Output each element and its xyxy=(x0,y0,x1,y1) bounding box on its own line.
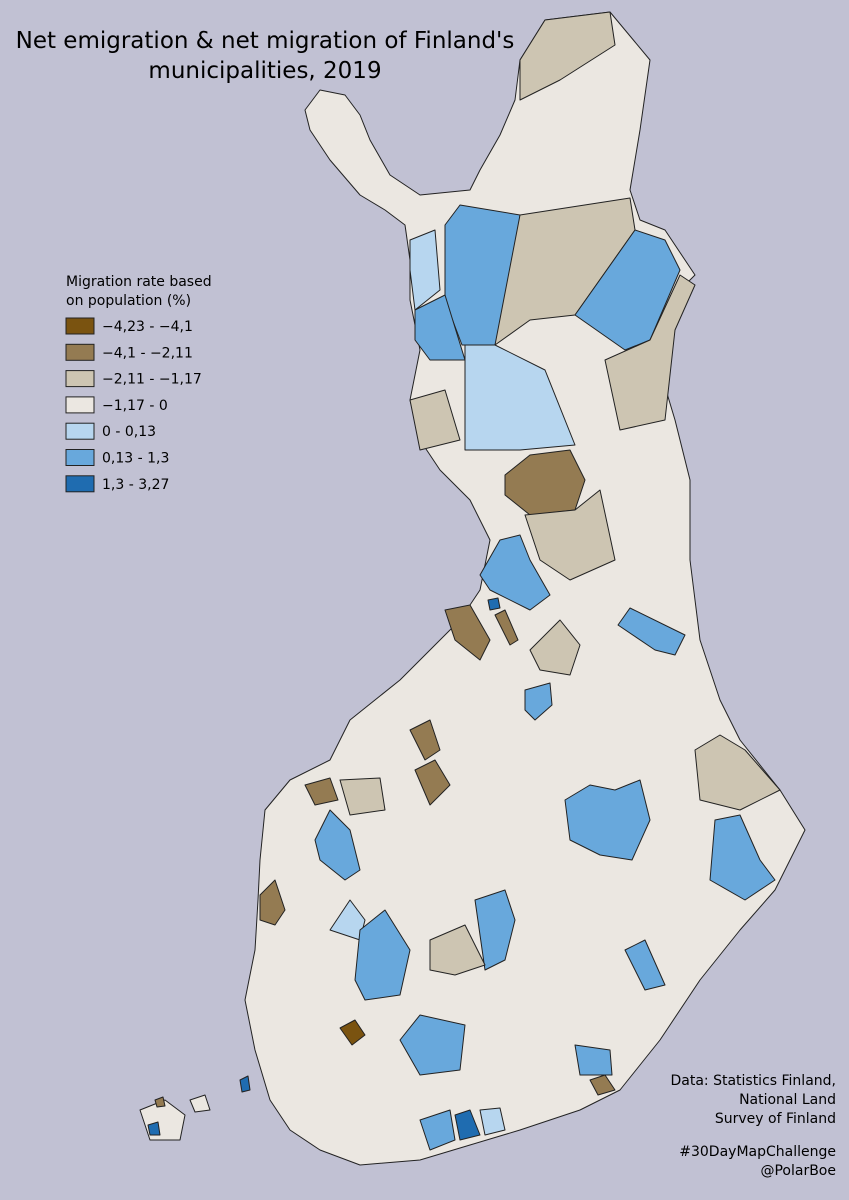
legend-swatch xyxy=(65,449,95,466)
legend-label: 1,3 - 3,27 xyxy=(102,477,169,493)
legend-label: 0,13 - 1,3 xyxy=(102,451,169,467)
legend-swatch xyxy=(65,317,95,335)
region xyxy=(259,879,286,926)
region xyxy=(409,389,461,451)
region xyxy=(709,814,776,901)
legend-swatch xyxy=(65,370,95,388)
legend-label: −4,1 - −2,11 xyxy=(102,345,193,361)
source: Survey of Finland xyxy=(715,1111,836,1127)
legend-swatch xyxy=(65,422,95,440)
region xyxy=(564,779,651,861)
region xyxy=(694,734,781,811)
legend-title: on population (%) xyxy=(66,293,191,309)
legend-title: Migration rate based xyxy=(66,274,212,290)
legend-label: 0 - 0,13 xyxy=(102,424,156,440)
region xyxy=(399,1014,466,1076)
credit: @PolarBoe xyxy=(760,1163,836,1179)
region xyxy=(354,909,411,1001)
region xyxy=(519,11,616,101)
region xyxy=(574,1044,613,1076)
region xyxy=(464,344,576,451)
region xyxy=(617,607,686,656)
legend-swatch xyxy=(65,343,95,361)
title: municipalities, 2019 xyxy=(148,58,381,84)
region xyxy=(329,899,366,941)
region xyxy=(414,759,451,806)
region xyxy=(604,274,696,431)
region xyxy=(419,1109,456,1151)
region xyxy=(304,777,339,806)
source: Data: Statistics Finland, xyxy=(670,1073,836,1089)
region xyxy=(494,609,519,646)
island xyxy=(154,1096,166,1108)
region xyxy=(574,229,681,351)
source: National Land xyxy=(739,1092,836,1108)
region xyxy=(444,604,491,661)
region xyxy=(429,924,486,976)
region xyxy=(314,809,361,881)
finland-map xyxy=(139,11,806,1166)
legend-label: −1,17 - 0 xyxy=(102,398,168,414)
region xyxy=(479,1107,506,1136)
region xyxy=(339,1019,366,1046)
region xyxy=(487,597,501,611)
legend-swatch xyxy=(65,475,95,493)
legend-label: −4,23 - −4,1 xyxy=(102,319,193,335)
region xyxy=(529,619,581,676)
region xyxy=(504,449,586,516)
region xyxy=(409,229,441,311)
credit: #30DayMapChallenge xyxy=(679,1144,836,1160)
region xyxy=(479,534,551,611)
region xyxy=(589,1074,616,1096)
legend-label: −2,11 - −1,17 xyxy=(102,372,202,388)
region xyxy=(409,719,441,761)
title: Net emigration & net migration of Finlan… xyxy=(16,28,515,54)
island xyxy=(239,1075,251,1093)
region xyxy=(454,1109,481,1141)
region xyxy=(524,489,616,581)
region xyxy=(474,889,516,971)
legend: −4,23 - −4,1 −4,1 - −2,11 −2,11 - −1,17 −1,… xyxy=(65,317,202,493)
legend-swatch xyxy=(65,396,95,414)
island xyxy=(189,1094,211,1113)
island xyxy=(147,1121,161,1136)
region xyxy=(339,777,386,816)
region xyxy=(414,294,466,361)
region xyxy=(524,682,553,721)
region xyxy=(624,939,666,991)
